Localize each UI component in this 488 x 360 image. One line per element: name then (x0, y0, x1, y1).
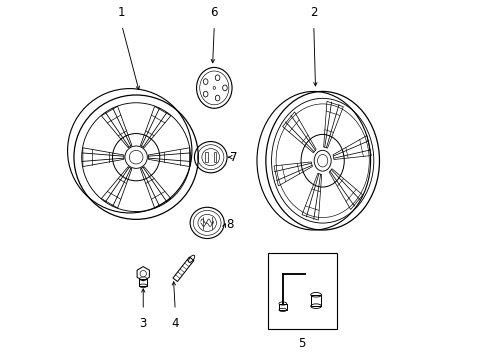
Bar (310, 295, 321, 306)
Text: 6: 6 (210, 6, 218, 19)
Text: 8: 8 (226, 218, 234, 231)
Text: 7: 7 (230, 151, 237, 164)
Bar (204, 152, 207, 162)
Bar (267, 253, 336, 329)
Text: 3: 3 (139, 317, 146, 330)
Text: 1: 1 (118, 6, 125, 19)
Bar (213, 152, 216, 162)
Text: 2: 2 (309, 6, 317, 19)
Bar (139, 279, 147, 286)
Text: 5: 5 (297, 337, 305, 350)
Bar (278, 303, 286, 310)
Text: 4: 4 (171, 317, 179, 330)
